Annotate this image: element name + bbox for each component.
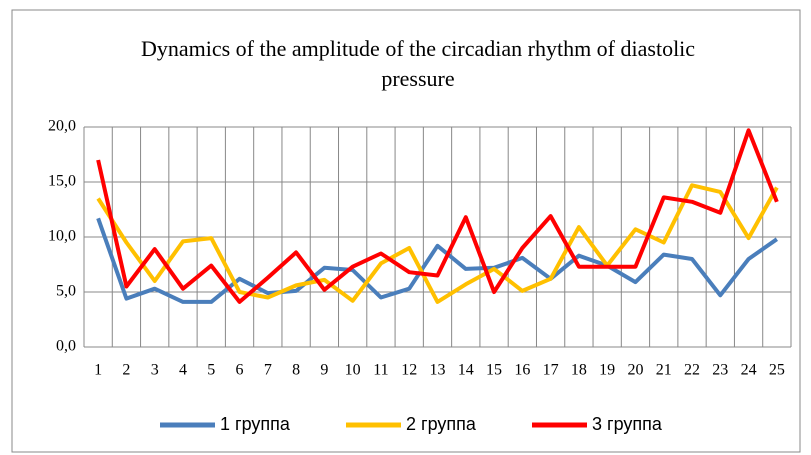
x-tick-label: 20 (627, 362, 643, 379)
x-tick-label: 17 (543, 362, 559, 379)
x-tick-label: 8 (292, 362, 300, 379)
y-tick-label: 20,0 (48, 118, 76, 135)
legend-label: 1 группа (220, 414, 291, 434)
x-tick-label: 12 (401, 362, 417, 379)
x-tick-label: 21 (656, 362, 672, 379)
legend-label: 2 группа (406, 414, 477, 434)
y-tick-label: 0,0 (56, 338, 76, 355)
series-line (96, 217, 779, 304)
x-tick-label: 6 (236, 362, 244, 379)
x-tick-label: 2 (122, 362, 130, 379)
x-tick-label: 25 (769, 362, 785, 379)
y-tick-label: 10,0 (48, 228, 76, 245)
x-tick-label: 24 (741, 362, 757, 379)
series-line (96, 183, 779, 304)
x-tick-label: 13 (430, 362, 446, 379)
chart-title: Dynamics of the amplitude of the circadi… (140, 36, 696, 91)
x-tick-label: 22 (684, 362, 700, 379)
x-tick-label: 9 (320, 362, 328, 379)
x-tick-label: 1 (94, 362, 102, 379)
x-tick-label: 19 (599, 362, 615, 379)
x-tick-label: 10 (345, 362, 361, 379)
x-tick-label: 15 (486, 362, 502, 379)
x-tick-label: 18 (571, 362, 587, 379)
x-tick-label: 5 (207, 362, 215, 379)
x-tick-label: 16 (514, 362, 530, 379)
x-tick-label: 23 (712, 362, 728, 379)
legend-label: 3 группа (592, 414, 663, 434)
x-tick-label: 4 (179, 362, 187, 379)
x-tick-label: 3 (151, 362, 159, 379)
series-line (96, 128, 779, 304)
x-tick-label: 11 (373, 362, 388, 379)
x-tick-label: 7 (264, 362, 272, 379)
y-tick-label: 15,0 (48, 173, 76, 190)
x-tick-label: 14 (458, 362, 474, 379)
y-tick-label: 5,0 (56, 283, 76, 300)
